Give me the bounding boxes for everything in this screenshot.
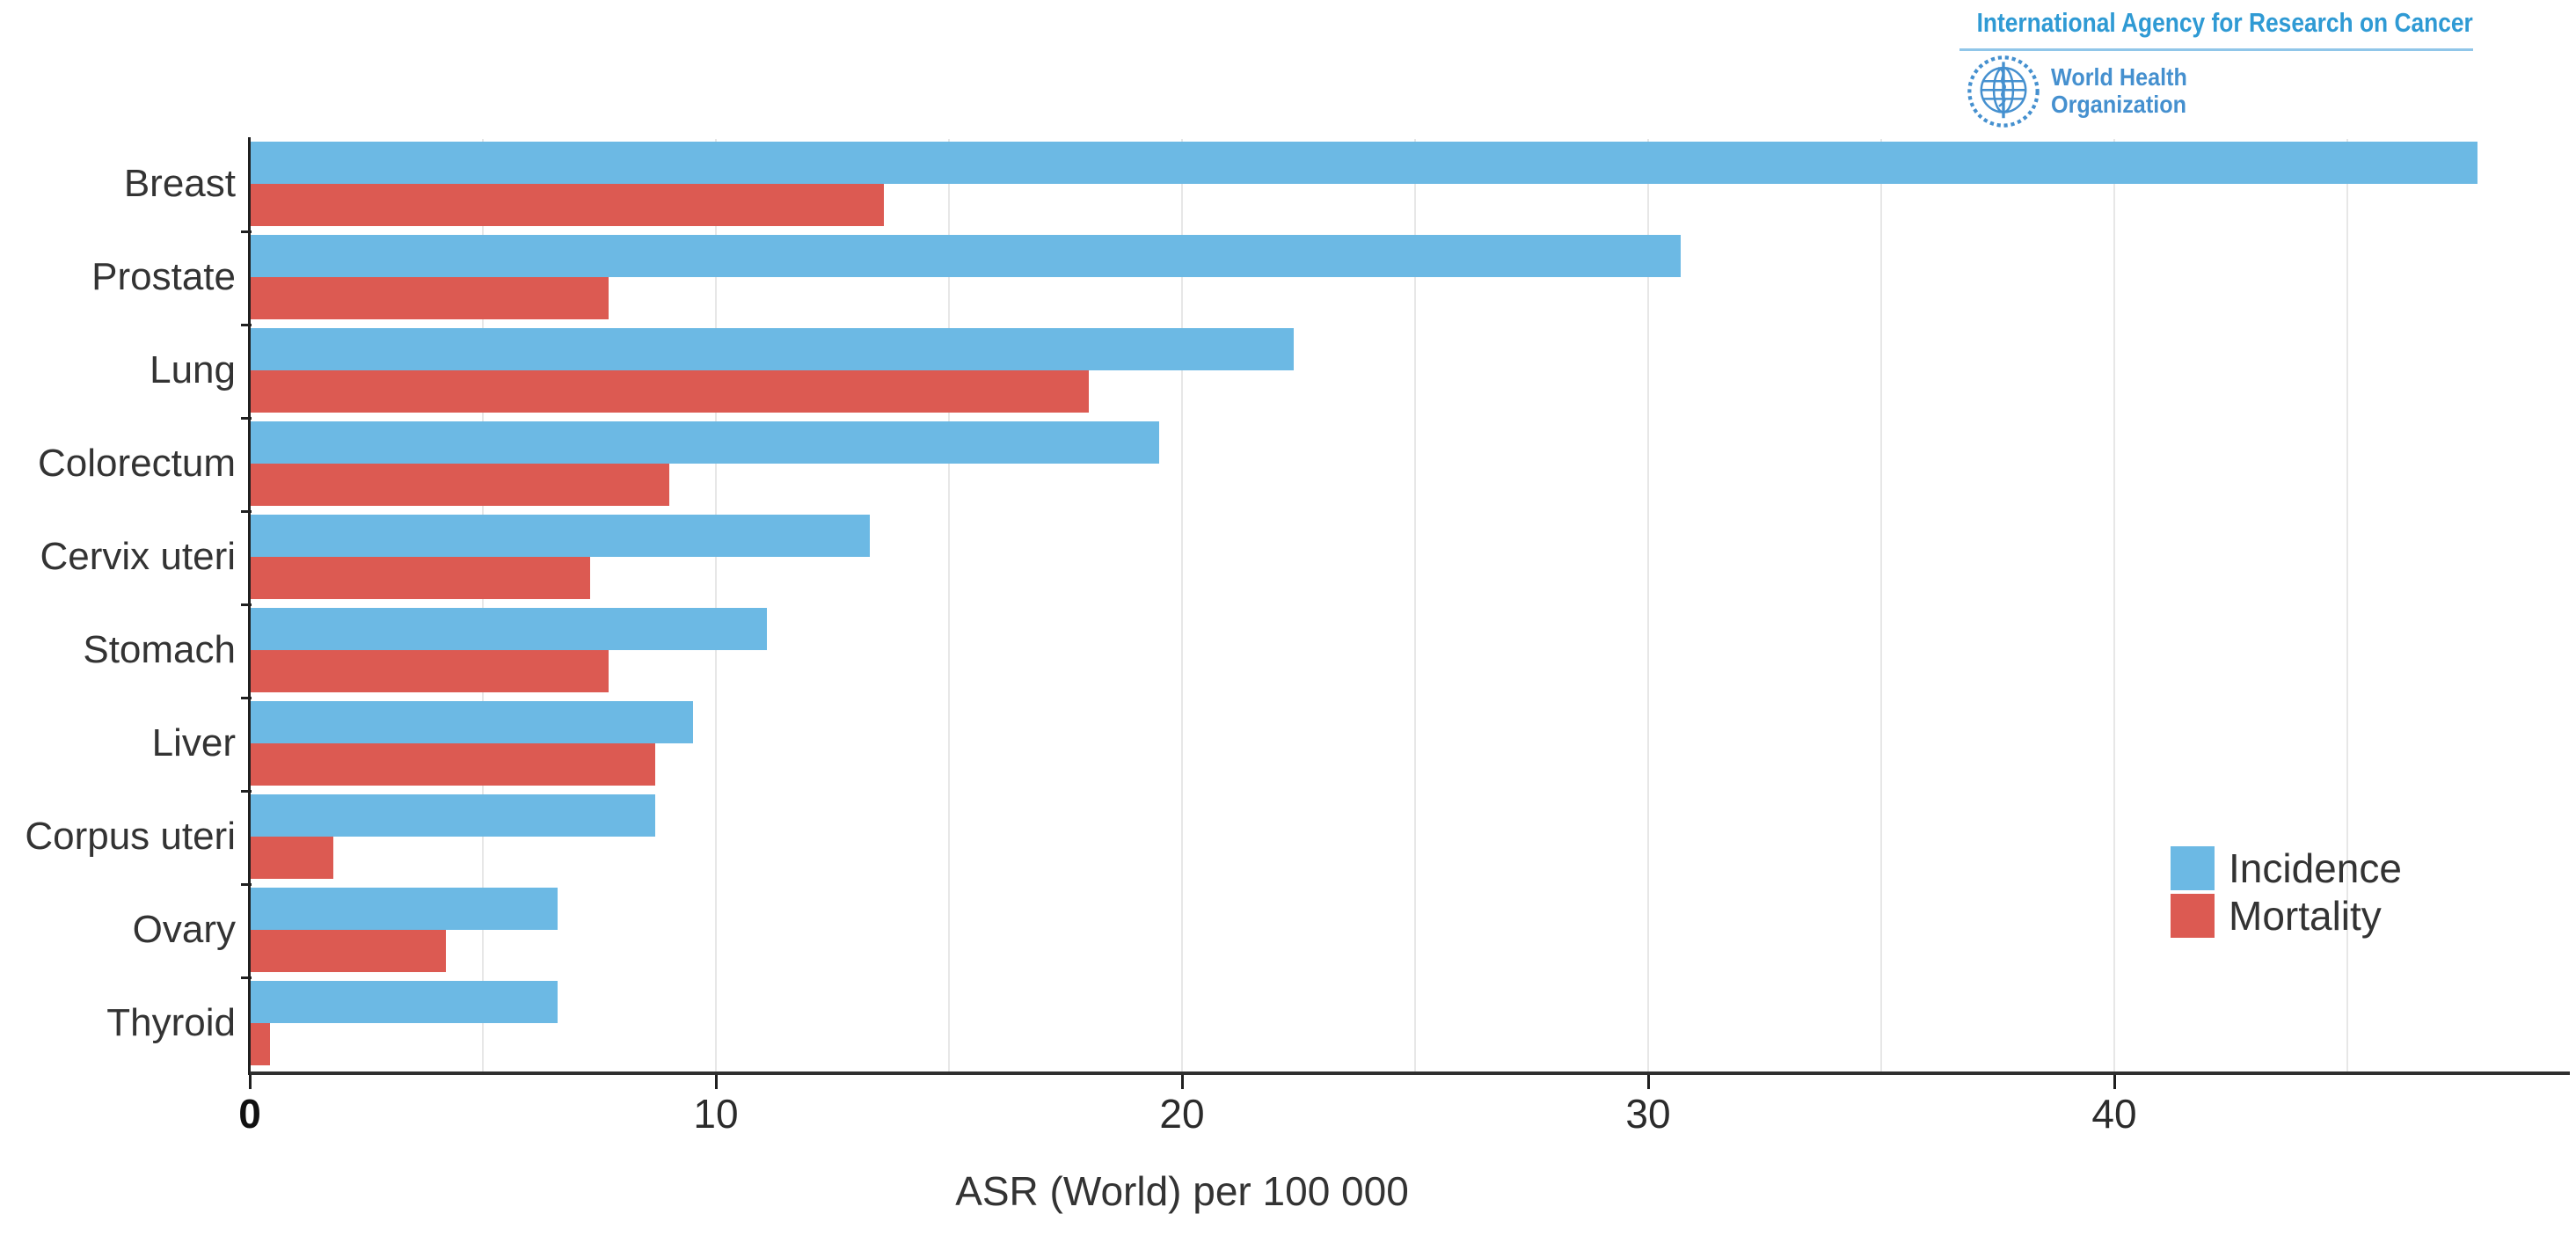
bar-incidence-cervix-uteri[interactable] (250, 515, 870, 557)
y-axis-boundary-tick (241, 790, 252, 793)
iarc-title-underline (1959, 48, 2473, 51)
bar-incidence-prostate[interactable] (250, 235, 1681, 277)
gridline-10 (715, 139, 717, 1071)
bar-mortality-prostate[interactable] (250, 277, 609, 319)
bar-mortality-cervix-uteri[interactable] (250, 557, 590, 599)
bar-incidence-thyroid[interactable] (250, 981, 558, 1023)
bar-mortality-ovary[interactable] (250, 930, 446, 972)
category-label-ovary: Ovary (132, 908, 236, 951)
bar-mortality-corpus-uteri[interactable] (250, 837, 333, 879)
chart-plot-area (250, 139, 2561, 1071)
x-tick-label-40: 40 (2091, 1091, 2137, 1137)
x-tick-label-10: 10 (693, 1091, 739, 1137)
x-tick-30 (1647, 1075, 1650, 1089)
bar-incidence-breast[interactable] (250, 142, 2477, 184)
who-wordmark: World Health Organization (2051, 63, 2187, 118)
incidence-swatch-icon (2171, 846, 2215, 890)
bar-mortality-colorectum[interactable] (250, 464, 669, 506)
gridline-5 (482, 139, 484, 1071)
bar-mortality-thyroid[interactable] (250, 1023, 270, 1065)
gridline-35 (1880, 139, 1882, 1071)
who-wordmark-line2: Organization (2051, 91, 2187, 118)
bar-incidence-liver[interactable] (250, 701, 693, 743)
bar-mortality-stomach[interactable] (250, 650, 609, 692)
category-label-lung: Lung (150, 348, 236, 391)
category-label-cervix-uteri: Cervix uteri (40, 535, 237, 578)
category-label-prostate: Prostate (91, 255, 236, 298)
y-axis-boundary-tick (241, 230, 252, 233)
category-label-stomach: Stomach (83, 628, 236, 671)
y-axis-boundary-tick (241, 417, 252, 420)
bar-mortality-liver[interactable] (250, 743, 655, 786)
x-axis-title: ASR (World) per 100 000 (955, 1168, 1409, 1214)
bar-incidence-corpus-uteri[interactable] (250, 794, 655, 837)
bar-incidence-ovary[interactable] (250, 888, 558, 930)
y-axis-boundary-tick (241, 324, 252, 326)
who-wordmark-line1: World Health (2051, 63, 2187, 91)
gridline-25 (1414, 139, 1416, 1071)
y-axis-line (248, 137, 251, 1075)
y-axis-boundary-tick (241, 510, 252, 513)
mortality-swatch-icon (2171, 894, 2215, 938)
gridline-45 (2346, 139, 2348, 1071)
x-axis-line (250, 1071, 2570, 1075)
bar-incidence-stomach[interactable] (250, 608, 767, 650)
gridline-15 (948, 139, 950, 1071)
x-tick-0 (249, 1075, 252, 1089)
who-emblem-icon (1967, 55, 2040, 128)
bar-mortality-lung[interactable] (250, 370, 1089, 413)
x-tick-40 (2113, 1075, 2116, 1089)
category-label-corpus-uteri: Corpus uteri (25, 815, 236, 858)
legend: Incidence Mortality (2171, 846, 2402, 941)
gridline-30 (1647, 139, 1649, 1071)
gridline-40 (2113, 139, 2115, 1071)
y-axis-boundary-tick (241, 976, 252, 979)
bar-incidence-lung[interactable] (250, 328, 1294, 370)
y-axis-boundary-tick (241, 883, 252, 886)
legend-label-mortality: Mortality (2229, 893, 2382, 939)
legend-item-incidence[interactable]: Incidence (2171, 846, 2402, 890)
bar-mortality-breast[interactable] (250, 184, 884, 226)
category-label-liver: Liver (151, 721, 236, 764)
legend-label-incidence: Incidence (2229, 845, 2402, 891)
x-tick-label-30: 30 (1625, 1091, 1671, 1137)
x-tick-10 (715, 1075, 718, 1089)
iarc-title: International Agency for Research on Can… (1976, 7, 2473, 38)
x-tick-label-0: 0 (238, 1091, 261, 1137)
x-tick-label-20: 20 (1159, 1091, 1205, 1137)
gridline-20 (1181, 139, 1183, 1071)
y-axis-boundary-tick (241, 603, 252, 606)
x-tick-20 (1181, 1075, 1184, 1089)
category-label-breast: Breast (123, 162, 236, 205)
category-label-thyroid: Thyroid (106, 1001, 236, 1044)
bar-incidence-colorectum[interactable] (250, 421, 1159, 464)
y-axis-boundary-tick (241, 697, 252, 699)
legend-item-mortality[interactable]: Mortality (2171, 894, 2402, 938)
category-label-colorectum: Colorectum (38, 442, 236, 485)
